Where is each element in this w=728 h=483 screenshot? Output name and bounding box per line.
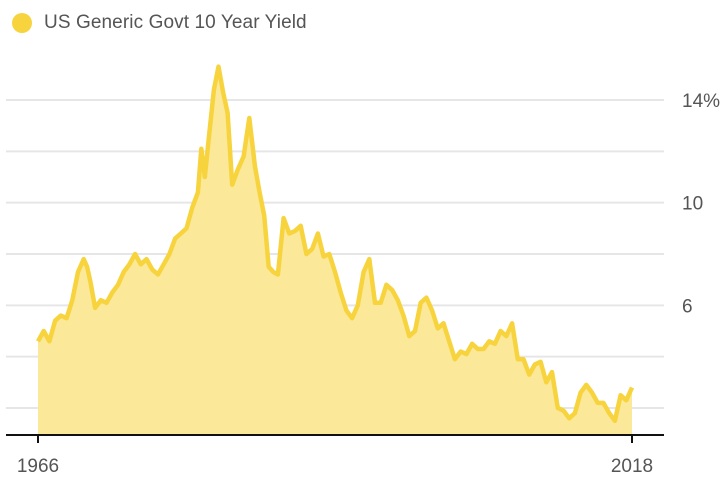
- y-tick-label: 6: [682, 296, 693, 317]
- legend: US Generic Govt 10 Year Yield: [12, 8, 307, 38]
- y-tick-label: 14%: [682, 91, 720, 112]
- axes: [6, 434, 664, 443]
- y-tick-label: 10: [682, 194, 703, 215]
- x-tick-label: 2018: [611, 456, 653, 477]
- legend-swatch: [12, 13, 32, 33]
- area-layer: [36, 64, 635, 435]
- yield-line: [36, 64, 635, 424]
- x-tick-label: 1966: [17, 456, 59, 477]
- x-tick-labels: 1966 2018: [17, 456, 653, 477]
- y-tick-labels: 6 10 14%: [682, 91, 720, 317]
- yield-area: [38, 66, 632, 435]
- legend-label: US Generic Govt 10 Year Yield: [44, 12, 307, 33]
